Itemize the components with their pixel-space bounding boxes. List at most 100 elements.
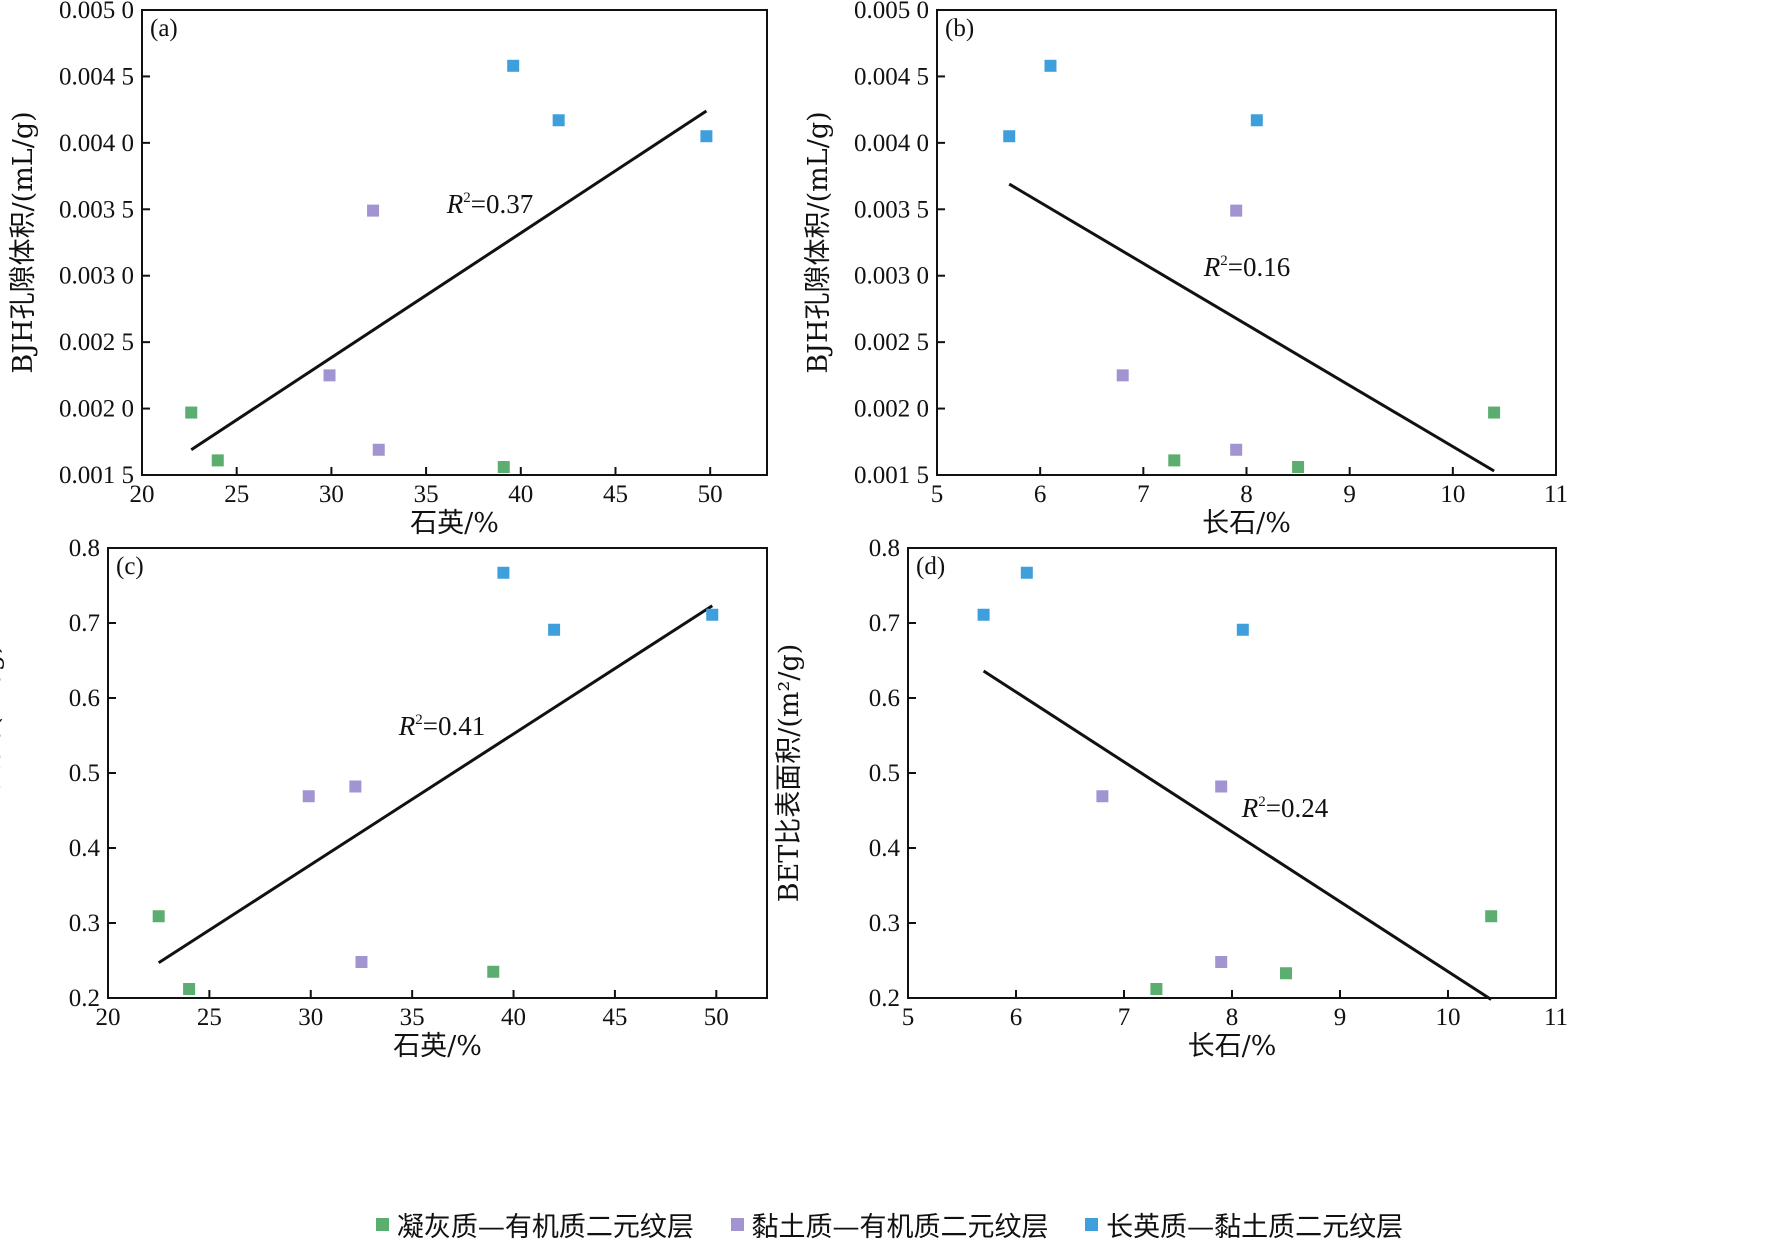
y-tick-label: 0.004 0 <box>854 130 929 157</box>
data-point <box>552 114 565 127</box>
x-tick-label: 30 <box>298 1004 323 1031</box>
legend-item-felsic: 长英质—黏土质二元纹层 <box>1085 1205 1403 1244</box>
data-point <box>1230 204 1243 217</box>
data-point <box>1488 406 1501 419</box>
data-point <box>1116 369 1129 382</box>
legend-label-tuffaceous: 凝灰质—有机质二元纹层 <box>396 1212 694 1243</box>
data-point <box>1215 956 1228 968</box>
x-tick-label: 7 <box>1137 481 1150 508</box>
x-tick-label: 50 <box>704 1004 729 1031</box>
y-tick-label: 0.8 <box>69 535 100 562</box>
x-tick-label: 11 <box>1544 1004 1568 1031</box>
data-point <box>1150 983 1163 995</box>
data-point <box>367 204 380 217</box>
x-tick-label: 25 <box>224 481 249 508</box>
plot-frame <box>907 547 1557 999</box>
y-tick-label: 0.2 <box>869 985 900 1012</box>
y-tick-label: 0.8 <box>869 535 900 562</box>
legend: 凝灰质—有机质二元纹层 黏土质—有机质二元纹层 长英质—黏土质二元纹层 <box>0 1205 1779 1244</box>
data-point <box>706 608 719 621</box>
x-tick-label: 50 <box>698 481 723 508</box>
x-tick-label: 8 <box>1226 1004 1239 1031</box>
plot-frame <box>141 9 768 476</box>
x-axis-title: 长石/% <box>1188 1031 1277 1062</box>
data-point <box>185 406 198 419</box>
data-point <box>323 369 336 382</box>
panel-label: (a) <box>150 15 178 42</box>
x-tick-label: 45 <box>603 481 628 508</box>
data-point <box>355 956 368 968</box>
y-tick-label: 0.001 5 <box>59 462 134 489</box>
x-tick-label: 35 <box>414 481 439 508</box>
y-tick-label: 0.6 <box>869 685 900 712</box>
data-point <box>497 461 510 474</box>
legend-item-tuffaceous: 凝灰质—有机质二元纹层 <box>375 1205 694 1244</box>
r-squared-label: R2=0.24 <box>1241 793 1329 823</box>
x-axis-title: 长石/% <box>1202 508 1291 539</box>
fit-line <box>190 109 708 452</box>
data-point <box>1168 454 1181 467</box>
y-tick-label: 0.4 <box>69 835 101 862</box>
y-tick-label: 0.003 0 <box>59 263 134 290</box>
x-tick-label: 45 <box>602 1004 627 1031</box>
y-tick-label: 0.5 <box>869 760 900 787</box>
panel-a: 20 25 30 35 40 45 50 0.001 5 0.002 0 0.002 5 0.003… <box>8 0 768 539</box>
y-tick-label: 0.7 <box>69 610 100 637</box>
data-point <box>1250 114 1263 127</box>
x-tick-label: 10 <box>1436 1004 1461 1031</box>
y-tick-label: 0.003 0 <box>854 263 929 290</box>
y-tick-label: 0.004 0 <box>59 130 134 157</box>
r-squared-label: R2=0.41 <box>398 711 485 741</box>
panel-label: (b) <box>945 15 974 42</box>
panel-label: (d) <box>916 553 945 580</box>
r-squared-label: R2=0.37 <box>446 189 533 219</box>
data-point <box>1003 130 1016 143</box>
legend-label-clay: 黏土质—有机质二元纹层 <box>751 1212 1049 1243</box>
x-tick-label: 9 <box>1334 1004 1347 1031</box>
y-tick-label: 0.002 5 <box>59 329 134 356</box>
data-point <box>497 566 510 579</box>
y-tick-label: 0.7 <box>869 610 900 637</box>
y-tick-label: 0.3 <box>869 910 900 937</box>
x-axis-title: 石英/% <box>393 1031 482 1062</box>
data-point <box>152 910 165 923</box>
y-tick-label: 0.4 <box>869 835 901 862</box>
y-tick-label: 0.004 5 <box>59 63 134 90</box>
r-squared-label: R2=0.16 <box>1203 252 1290 282</box>
x-tick-label: 20 <box>130 481 155 508</box>
y-tick-label: 0.3 <box>69 910 100 937</box>
x-tick-label: 40 <box>501 1004 526 1031</box>
y-tick-label: 0.003 5 <box>854 196 929 223</box>
x-tick-label: 5 <box>931 481 944 508</box>
y-tick-label: 0.002 0 <box>854 396 929 423</box>
legend-swatch-tuffaceous <box>375 1218 389 1231</box>
plot-frame <box>936 9 1557 476</box>
data-point <box>1292 461 1305 474</box>
panel-c: 20 25 30 35 40 45 50 0.2 0.3 0.4 0.5 0.6 0.7 0.8 石英/% B… <box>0 535 768 1062</box>
x-tick-label: 10 <box>1440 481 1465 508</box>
fit-line <box>1008 182 1495 473</box>
x-tick-label: 7 <box>1118 1004 1131 1031</box>
y-tick-label: 0.002 0 <box>59 396 134 423</box>
y-axis-title: BJH孔隙体积/(mL/g) <box>803 111 834 373</box>
y-tick-label: 0.003 5 <box>59 196 134 223</box>
y-axis-title: BET比表面积/(m²/g) <box>774 644 805 903</box>
x-tick-label: 9 <box>1343 481 1356 508</box>
y-tick-label: 0.5 <box>69 760 100 787</box>
y-tick-label: 0.005 0 <box>854 0 929 24</box>
data-point <box>302 790 315 803</box>
data-point <box>1020 566 1033 579</box>
data-point <box>487 965 500 978</box>
data-point <box>1096 790 1109 803</box>
x-tick-label: 25 <box>197 1004 222 1031</box>
legend-swatch-clay <box>730 1218 744 1231</box>
data-point <box>349 780 362 793</box>
fit-line <box>157 604 714 965</box>
x-tick-label: 8 <box>1240 481 1253 508</box>
panel-label: (c) <box>116 553 144 580</box>
x-tick-label: 35 <box>400 1004 425 1031</box>
data-point <box>1044 59 1057 72</box>
fit-line <box>982 669 1493 1001</box>
y-tick-label: 0.6 <box>69 685 100 712</box>
